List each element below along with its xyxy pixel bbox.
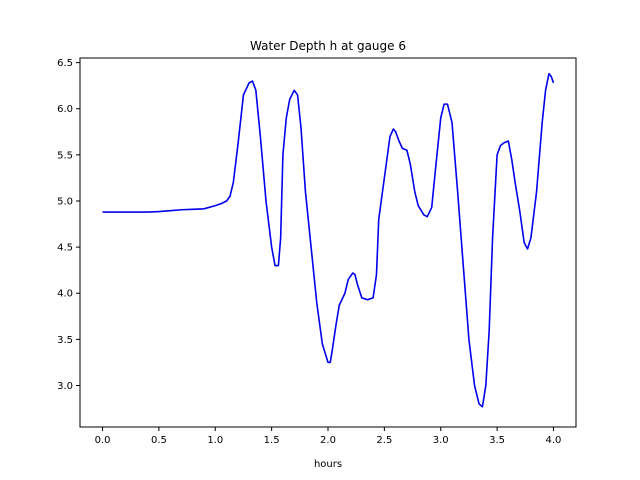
x-tick-label: 1.5 xyxy=(264,435,280,446)
series-line-0 xyxy=(102,72,555,408)
y-tick-label: 5.0 xyxy=(57,196,73,207)
x-tick-label: 0.0 xyxy=(95,435,111,446)
y-tick-label: 3.0 xyxy=(57,381,73,392)
plot-frame xyxy=(79,57,577,428)
x-tick-label: 1.0 xyxy=(207,435,223,446)
plot-area xyxy=(79,57,577,428)
x-tick-label: 3.5 xyxy=(489,435,505,446)
y-tick-label: 5.5 xyxy=(57,150,73,161)
y-tick-label: 4.5 xyxy=(57,243,73,254)
x-tick-label: 0.5 xyxy=(151,435,167,446)
y-tick-label: 3.5 xyxy=(57,335,73,346)
x-axis-label: hours xyxy=(314,459,342,470)
x-tick-label: 2.5 xyxy=(376,435,392,446)
chart-title: Water Depth h at gauge 6 xyxy=(250,39,406,53)
x-tick-label: 3.0 xyxy=(433,435,449,446)
x-tick-label: 4.0 xyxy=(546,435,562,446)
y-tick-label: 6.0 xyxy=(57,104,73,115)
x-axis: 0.0 0.5 1.0 1.5 2.0 2.5 3.0 3.5 4.0 xyxy=(95,427,562,446)
y-tick-label: 6.5 xyxy=(57,58,73,69)
y-tick-label: 4.0 xyxy=(57,289,73,300)
x-tick-label: 2.0 xyxy=(320,435,336,446)
y-axis: 3.0 3.5 4.0 4.5 5.0 5.5 6.0 6.5 xyxy=(57,58,80,392)
